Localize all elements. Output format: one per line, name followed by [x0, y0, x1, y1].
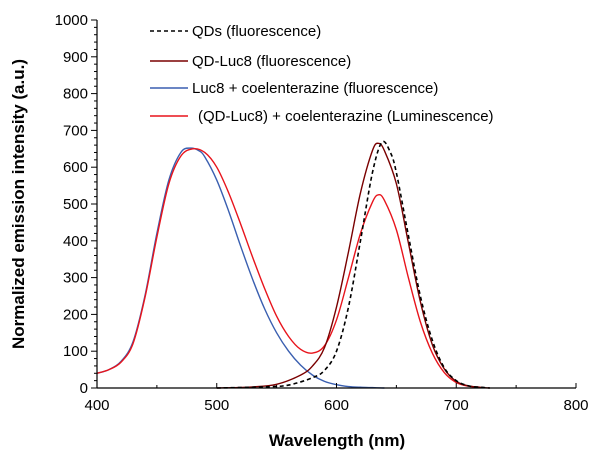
- y-tick-label: 900: [63, 49, 88, 66]
- y-tick-label: 600: [63, 159, 88, 176]
- legend-label: (QD-Luc8) + coelenterazine (Luminescence…: [198, 108, 494, 125]
- y-tick-label: 0: [80, 380, 88, 397]
- plot-lines: [96, 140, 490, 389]
- series-line-4: [96, 147, 481, 388]
- y-axis-title: Normalized emission intensity (a.u.): [9, 59, 28, 349]
- x-tick-label: 700: [444, 397, 469, 414]
- y-tick-label: 400: [63, 233, 88, 250]
- legend-label: QDs (fluorescence): [192, 23, 321, 40]
- legend-label: Luc8 + coelenterazine (fluorescence): [192, 80, 438, 97]
- series-line-1: [216, 140, 490, 389]
- legend: QDs (fluorescence) QD-Luc8 (fluorescence)…: [150, 23, 494, 125]
- series-line-2: [216, 142, 490, 389]
- y-tick-label: 1000: [55, 12, 88, 29]
- x-axis-ticks: 400 500 600 700 800: [84, 383, 589, 414]
- x-tick-label: 400: [84, 397, 109, 414]
- y-tick-label: 800: [63, 86, 88, 103]
- y-tick-label: 200: [63, 306, 88, 323]
- y-axis-ticks: 0 100 200 300 400 500 600 700 800 900 1000: [55, 12, 97, 397]
- legend-label: QD-Luc8 (fluorescence): [192, 53, 351, 70]
- y-tick-label: 500: [63, 196, 88, 213]
- y-tick-label: 700: [63, 122, 88, 139]
- x-tick-label: 800: [563, 397, 588, 414]
- x-axis-title: Wavelength (nm): [269, 431, 405, 450]
- x-tick-label: 600: [324, 397, 349, 414]
- x-tick-label: 500: [204, 397, 229, 414]
- y-tick-label: 300: [63, 270, 88, 287]
- y-tick-label: 100: [63, 343, 88, 360]
